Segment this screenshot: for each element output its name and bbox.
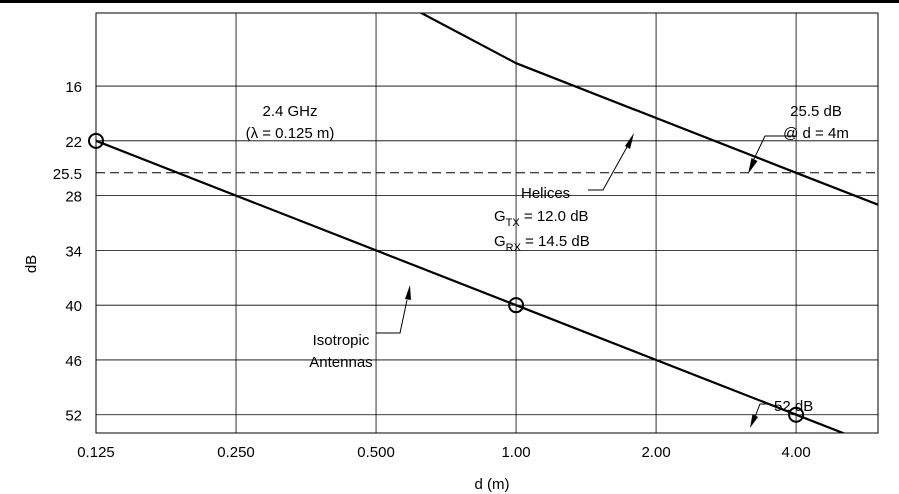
leader-25-5-db-arrow — [748, 158, 758, 174]
series-line-isotropic — [96, 139, 846, 433]
wavelength-label: (λ = 0.125 m) — [246, 125, 335, 142]
gtx-label: GTX = 12.0 dB — [494, 208, 589, 229]
data-point-marker — [508, 297, 525, 314]
y-tick-label: 28 — [65, 189, 82, 206]
y-tick-label: 52 — [65, 408, 82, 425]
y-tick-label-ref: 25.5 — [53, 166, 82, 183]
x-tick-label: 4.00 — [781, 444, 810, 461]
leader-52-db — [754, 403, 770, 418]
db-52-label: 52 dB — [774, 398, 813, 415]
leader-helices-arrow — [625, 133, 634, 149]
series-group — [96, 13, 878, 433]
gtx-g: G — [494, 208, 506, 225]
x-axis-label: d (m) — [475, 476, 510, 493]
y-tick-label: 16 — [65, 79, 82, 96]
grx-label: GRX = 14.5 dB — [494, 233, 590, 254]
grx-value: = 14.5 dB — [521, 233, 590, 250]
y-tick-label: 46 — [65, 353, 82, 370]
data-point-marker — [788, 406, 805, 423]
x-tick-label: 1.00 — [501, 444, 530, 461]
leader-25-5-db — [753, 135, 797, 160]
grx-g: G — [494, 233, 506, 250]
helices-label: Helices — [521, 185, 570, 202]
gtx-value: = 12.0 dB — [520, 208, 589, 225]
tick-labels: 0.125 0.250 0.500 1.00 2.00 4.00 16 22 28 34 40 46 5… — [53, 79, 811, 461]
y-tick-label: 40 — [65, 298, 82, 315]
y-tick-label: 34 — [65, 243, 82, 260]
series-line-helices — [418, 13, 878, 206]
at-d-4m-label: @ d = 4m — [783, 125, 849, 142]
leader-lines — [376, 133, 797, 428]
leader-isotropic-arrow — [405, 285, 411, 300]
x-tick-label: 0.125 — [77, 444, 115, 461]
markers-group — [88, 132, 805, 423]
leader-helices — [588, 146, 628, 191]
gtx-subscript: TX — [506, 217, 521, 229]
antennas-label: Antennas — [309, 354, 372, 371]
x-tick-label: 0.500 — [357, 444, 395, 461]
frequency-label: 2.4 GHz — [262, 103, 317, 120]
grx-subscript: RX — [506, 242, 522, 254]
db-25-5-label: 25.5 dB — [790, 103, 842, 120]
x-tick-label: 2.00 — [641, 444, 670, 461]
leader-isotropic — [376, 299, 408, 334]
plot-frame — [95, 12, 879, 434]
grid — [95, 12, 879, 434]
leader-52-db-arrow — [750, 414, 758, 428]
top-border — [0, 0, 899, 3]
x-tick-label: 0.250 — [217, 444, 255, 461]
isotropic-label: Isotropic — [313, 332, 370, 349]
y-tick-label: 22 — [65, 134, 82, 151]
y-axis-label: dB — [23, 255, 40, 273]
data-point-marker — [88, 132, 104, 149]
